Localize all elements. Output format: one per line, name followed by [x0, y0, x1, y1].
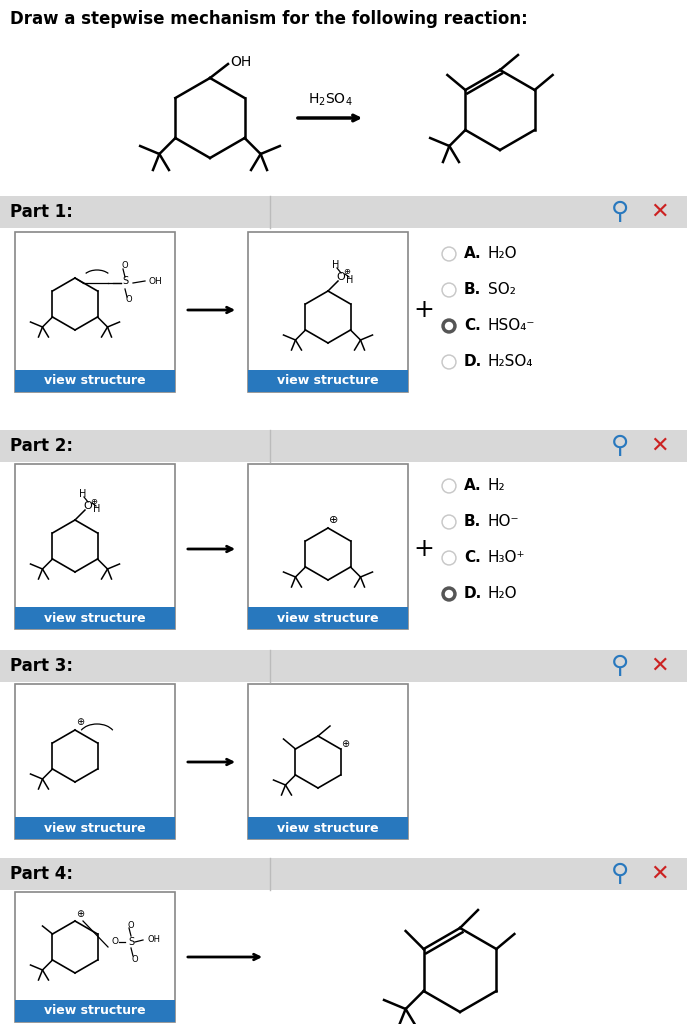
- Text: ✕: ✕: [651, 656, 669, 676]
- Bar: [15, 817, 175, 839]
- Text: D.: D.: [464, 354, 482, 370]
- Circle shape: [442, 551, 456, 565]
- Text: +: +: [414, 298, 434, 322]
- Text: Part 2:: Part 2:: [10, 437, 73, 455]
- Bar: [15, 370, 175, 392]
- Text: H: H: [333, 260, 339, 270]
- Text: view structure: view structure: [277, 611, 379, 625]
- Bar: [248, 607, 408, 629]
- Text: S: S: [128, 937, 134, 947]
- Text: C.: C.: [464, 318, 481, 334]
- Text: H₂O: H₂O: [488, 247, 517, 261]
- Text: view structure: view structure: [44, 1005, 146, 1018]
- Text: H₂: H₂: [488, 478, 506, 494]
- Text: H₂SO₄: H₂SO₄: [488, 354, 534, 370]
- Bar: [0, 430, 687, 462]
- Circle shape: [442, 515, 456, 529]
- Text: H: H: [346, 275, 354, 285]
- Text: H: H: [93, 504, 101, 514]
- Circle shape: [442, 587, 456, 601]
- Bar: [248, 464, 408, 629]
- Text: S: S: [122, 276, 128, 286]
- Text: B.: B.: [464, 283, 482, 298]
- Text: Part 4:: Part 4:: [10, 865, 73, 883]
- Text: ⊕: ⊕: [329, 515, 339, 525]
- Circle shape: [442, 355, 456, 369]
- Text: ⊕: ⊕: [76, 717, 84, 727]
- Text: Part 3:: Part 3:: [10, 657, 73, 675]
- Bar: [15, 892, 175, 1022]
- Text: O: O: [128, 921, 135, 930]
- Circle shape: [444, 285, 455, 296]
- Text: ✕: ✕: [651, 202, 669, 222]
- Text: ✕: ✕: [651, 864, 669, 884]
- Text: OH: OH: [149, 276, 163, 286]
- Text: ⊕: ⊕: [91, 497, 98, 506]
- Text: ⊕: ⊕: [341, 739, 350, 749]
- Text: view structure: view structure: [44, 821, 146, 835]
- Circle shape: [444, 516, 455, 527]
- Text: view structure: view structure: [277, 375, 379, 387]
- Text: O: O: [111, 938, 118, 946]
- Text: C.: C.: [464, 551, 481, 565]
- Text: HSO₄⁻: HSO₄⁻: [488, 318, 535, 334]
- Text: O: O: [132, 954, 139, 964]
- Text: HO⁻: HO⁻: [488, 514, 519, 529]
- Text: ⚲: ⚲: [611, 200, 629, 224]
- Text: ⊕: ⊕: [344, 267, 350, 276]
- Text: view structure: view structure: [277, 821, 379, 835]
- Text: ⚲: ⚲: [611, 862, 629, 886]
- Bar: [248, 684, 408, 839]
- Bar: [15, 232, 175, 392]
- Text: OH: OH: [148, 936, 161, 944]
- Circle shape: [444, 249, 455, 259]
- Text: D.: D.: [464, 587, 482, 601]
- Bar: [15, 1000, 175, 1022]
- Circle shape: [442, 283, 456, 297]
- Bar: [0, 196, 687, 228]
- Text: ⚲: ⚲: [611, 654, 629, 678]
- Circle shape: [442, 247, 456, 261]
- Bar: [248, 817, 408, 839]
- Text: H₃O⁺: H₃O⁺: [488, 551, 526, 565]
- Bar: [0, 858, 687, 890]
- Text: Part 1:: Part 1:: [10, 203, 73, 221]
- Circle shape: [444, 553, 455, 563]
- Text: Draw a stepwise mechanism for the following reaction:: Draw a stepwise mechanism for the follow…: [10, 10, 528, 28]
- Circle shape: [444, 356, 455, 368]
- Text: O: O: [337, 272, 346, 282]
- Text: H₂O: H₂O: [488, 587, 517, 601]
- Circle shape: [442, 319, 456, 333]
- Text: OH: OH: [230, 55, 251, 69]
- Text: ✕: ✕: [651, 436, 669, 456]
- Circle shape: [444, 480, 455, 492]
- Text: A.: A.: [464, 478, 482, 494]
- Bar: [0, 650, 687, 682]
- Bar: [248, 370, 408, 392]
- Circle shape: [442, 479, 456, 493]
- Circle shape: [445, 591, 453, 597]
- Bar: [15, 464, 175, 629]
- Circle shape: [445, 323, 453, 330]
- Text: ⚲: ⚲: [611, 434, 629, 458]
- Text: A.: A.: [464, 247, 482, 261]
- Text: H: H: [79, 489, 87, 499]
- Text: O: O: [84, 501, 92, 511]
- Bar: [15, 684, 175, 839]
- Text: O: O: [126, 296, 133, 304]
- Text: B.: B.: [464, 514, 482, 529]
- Text: O: O: [122, 261, 128, 270]
- Text: view structure: view structure: [44, 611, 146, 625]
- Bar: [15, 607, 175, 629]
- Text: ⊕: ⊕: [76, 909, 84, 919]
- Text: H$_2$SO$_4$: H$_2$SO$_4$: [308, 92, 352, 109]
- Text: view structure: view structure: [44, 375, 146, 387]
- Text: +: +: [414, 537, 434, 561]
- Bar: [248, 232, 408, 392]
- Text: SO₂: SO₂: [488, 283, 516, 298]
